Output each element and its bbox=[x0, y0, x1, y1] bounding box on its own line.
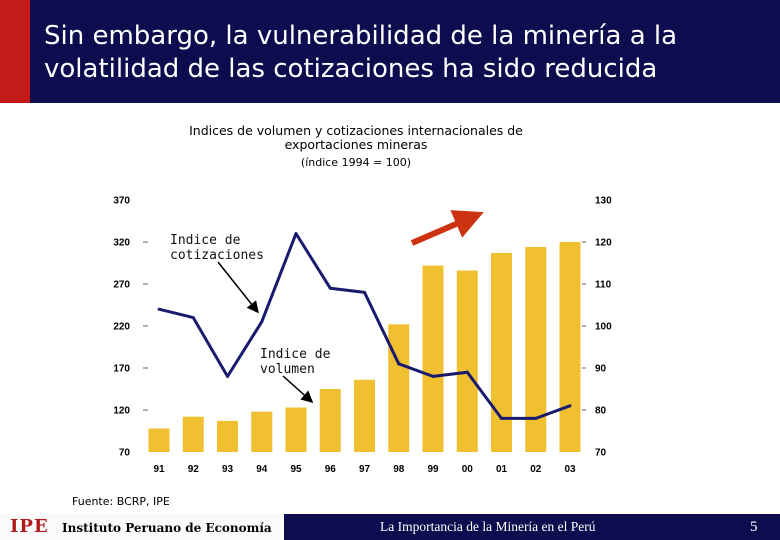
left-tick-170: 170 bbox=[113, 364, 130, 375]
x-tick-02: 02 bbox=[530, 464, 542, 475]
bar-93 bbox=[217, 420, 238, 452]
cotizaciones-pointer-arrow bbox=[217, 261, 259, 314]
bar-91 bbox=[148, 428, 170, 452]
right-tick-70: 70 bbox=[595, 448, 607, 459]
bar-94 bbox=[251, 411, 273, 452]
right-tick-90: 90 bbox=[595, 364, 607, 375]
left-tick-320: 320 bbox=[113, 238, 130, 249]
cotizaciones-point-92 bbox=[191, 316, 195, 320]
bar-99 bbox=[422, 265, 444, 452]
slide-title: Sin embargo, la vulnerabilidad de la min… bbox=[44, 21, 678, 84]
ipe-name: Instituto Peruano de Economía bbox=[62, 521, 272, 535]
bar-96 bbox=[319, 389, 341, 452]
source-note: Fuente: BCRP, IPE bbox=[72, 495, 170, 508]
cotizaciones-point-96 bbox=[328, 286, 332, 290]
x-tick-93: 93 bbox=[222, 464, 234, 475]
cotizaciones-point-94 bbox=[260, 320, 264, 324]
ipe-logo: IPE bbox=[10, 516, 49, 537]
right-tick-80: 80 bbox=[595, 406, 607, 417]
bar-03 bbox=[559, 242, 581, 452]
bar-92 bbox=[182, 416, 204, 452]
x-tick-99: 99 bbox=[427, 464, 439, 475]
footer-left bbox=[0, 514, 284, 540]
annotation-cotizaciones: Indice de cotizaciones bbox=[170, 233, 264, 263]
footer-bar bbox=[284, 514, 780, 540]
cotizaciones-point-01 bbox=[500, 416, 503, 420]
x-tick-94: 94 bbox=[256, 464, 268, 475]
title-banner-accent bbox=[0, 0, 30, 103]
right-tick-110: 110 bbox=[595, 280, 612, 291]
right-tick-100: 100 bbox=[595, 322, 612, 333]
volumen-pointer-arrow bbox=[282, 375, 314, 403]
x-tick-00: 00 bbox=[462, 464, 474, 475]
cotizaciones-point-93 bbox=[226, 374, 229, 378]
left-tick-120: 120 bbox=[113, 406, 130, 417]
x-tick-91: 91 bbox=[153, 464, 165, 475]
cotizaciones-point-99 bbox=[431, 374, 435, 378]
x-tick-92: 92 bbox=[188, 464, 200, 475]
bar-02 bbox=[525, 247, 547, 452]
x-tick-95: 95 bbox=[290, 464, 302, 475]
bar-98 bbox=[388, 324, 410, 452]
x-tick-97: 97 bbox=[359, 464, 371, 475]
right-tick-120: 120 bbox=[595, 238, 612, 249]
x-tick-96: 96 bbox=[325, 464, 337, 475]
annotation-volumen: Indice de volumen bbox=[260, 347, 331, 377]
bar-97 bbox=[354, 379, 375, 452]
cotizaciones-point-03 bbox=[568, 404, 572, 408]
left-tick-370: 370 bbox=[113, 196, 130, 207]
x-tick-01: 01 bbox=[496, 464, 508, 475]
right-tick-130: 130 bbox=[595, 196, 612, 207]
cotizaciones-point-91 bbox=[157, 307, 161, 311]
x-tick-98: 98 bbox=[393, 464, 405, 475]
bar-01 bbox=[491, 252, 512, 452]
footer-text: La Importancia de la Minería en el Perú bbox=[380, 519, 596, 534]
x-tick-03: 03 bbox=[564, 464, 576, 475]
chart: 70 120 170 220 270 320 370 70 80 90 100 110 120 130 91… bbox=[113, 196, 612, 476]
cotizaciones-point-95 bbox=[294, 232, 298, 236]
bar-00 bbox=[456, 270, 478, 452]
left-tick-270: 270 bbox=[113, 280, 130, 291]
cotizaciones-point-02 bbox=[534, 416, 538, 420]
chart-subtitle: (índice 1994 = 100) bbox=[300, 156, 412, 169]
bar-95 bbox=[285, 407, 307, 452]
left-tick-220: 220 bbox=[113, 322, 130, 333]
trend-up-arrow bbox=[410, 210, 484, 246]
chart-title: Indices de volumen y cotizaciones intern… bbox=[189, 123, 523, 152]
cotizaciones-point-00 bbox=[465, 370, 469, 374]
page-number: 5 bbox=[750, 519, 758, 535]
cotizaciones-point-98 bbox=[397, 362, 401, 366]
cotizaciones-point-97 bbox=[363, 290, 366, 294]
title-banner bbox=[0, 0, 780, 103]
left-tick-70: 70 bbox=[119, 448, 131, 459]
